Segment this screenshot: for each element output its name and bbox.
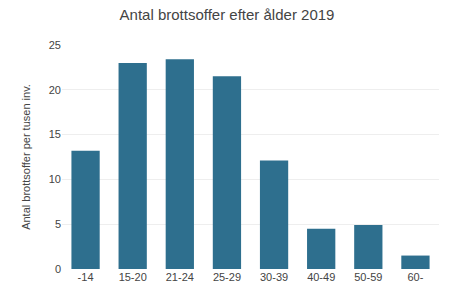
- svg-text:-14: -14: [78, 271, 94, 283]
- svg-text:0: 0: [55, 263, 61, 275]
- svg-text:40-49: 40-49: [307, 271, 335, 283]
- svg-text:50-59: 50-59: [354, 271, 382, 283]
- svg-text:25-29: 25-29: [213, 271, 241, 283]
- svg-text:20: 20: [49, 84, 61, 96]
- svg-text:10: 10: [49, 173, 61, 185]
- svg-text:Antal brottsoffer per tusen in: Antal brottsoffer per tusen inv.: [20, 84, 32, 230]
- svg-text:5: 5: [55, 218, 61, 230]
- svg-text:30-39: 30-39: [260, 271, 288, 283]
- svg-text:15-20: 15-20: [119, 271, 147, 283]
- svg-text:15: 15: [49, 128, 61, 140]
- svg-text:25: 25: [49, 39, 61, 51]
- svg-text:21-24: 21-24: [166, 271, 194, 283]
- svg-text:60-: 60-: [407, 271, 423, 283]
- svg-text:Antal brottsoffer efter ålder: Antal brottsoffer efter ålder 2019: [120, 6, 335, 23]
